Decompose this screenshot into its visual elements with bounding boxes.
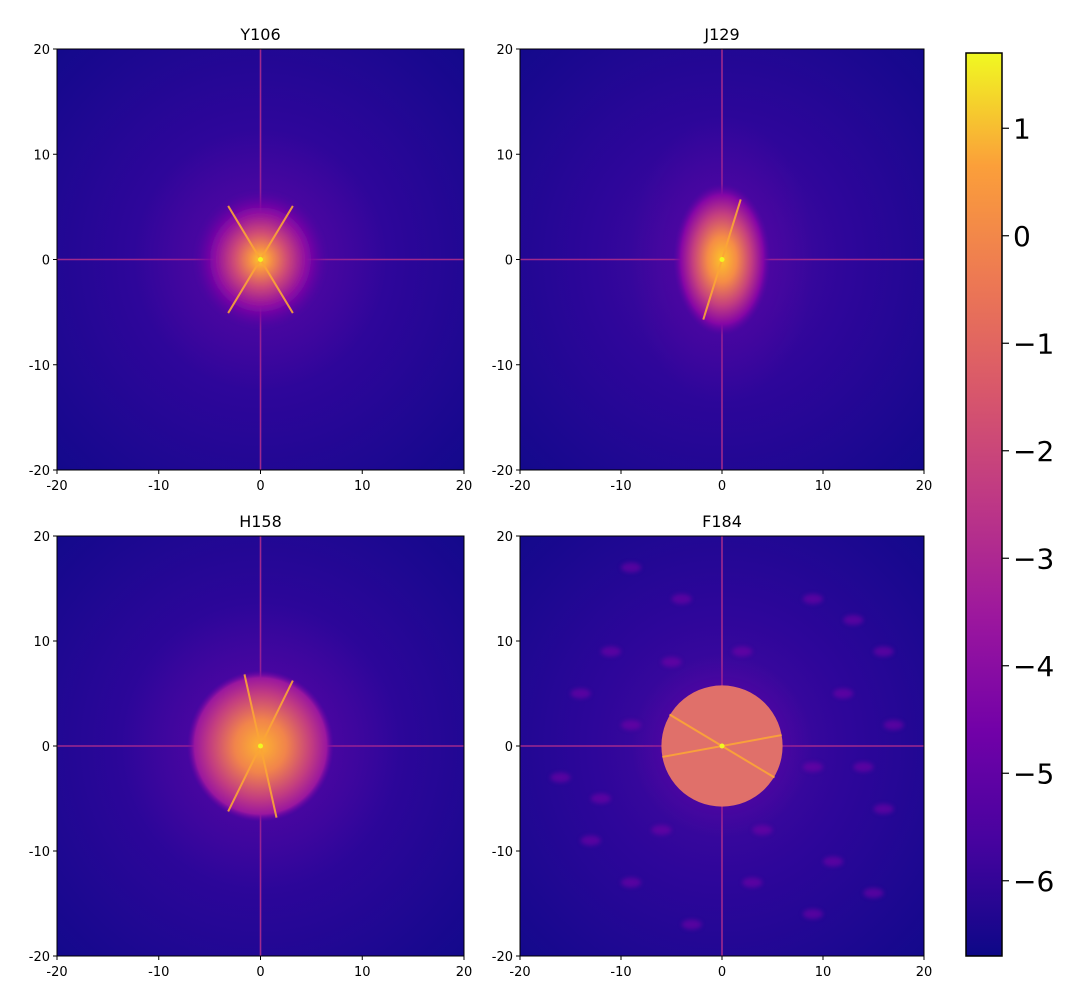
- colorbar-tick-label: 1: [1013, 112, 1031, 145]
- y-tick-label: 20: [33, 530, 50, 545]
- colorbar-tick-label: −1: [1013, 327, 1054, 360]
- y-tick-label: 0: [505, 740, 513, 755]
- x-tick-label: -20: [509, 965, 530, 980]
- y-tick-label: -10: [492, 845, 513, 860]
- colorbar-tick-label: −6: [1013, 865, 1054, 898]
- heatmap-image: [520, 536, 924, 956]
- sidelobe-spot: [863, 888, 884, 898]
- colorbar-gradient: [965, 52, 1003, 957]
- x-tick-label: 20: [456, 965, 473, 980]
- x-tick-label: -20: [509, 479, 530, 494]
- panel-y106: Y106 -20 -10 0 10 20 20 10 0 -10 -20: [29, 25, 473, 494]
- sidelobe-spot: [661, 657, 682, 667]
- sidelobe-spot: [671, 594, 692, 604]
- heatmap-image: [520, 49, 924, 470]
- sidelobe-spot: [843, 615, 864, 625]
- colorbar-tick-label: 0: [1013, 220, 1031, 253]
- x-tick-label: -10: [610, 965, 631, 980]
- y-tick-label: -20: [492, 950, 513, 965]
- sidelobe-spot: [873, 804, 894, 814]
- sidelobe-spot: [853, 762, 874, 772]
- x-tick-label: 10: [815, 479, 832, 494]
- y-tick-label: 20: [496, 530, 513, 545]
- sidelobe-spot: [732, 646, 753, 657]
- sidelobe-spot: [621, 562, 642, 573]
- x-tick-label: 0: [256, 965, 264, 980]
- y-tick-label: -10: [29, 359, 50, 374]
- sidelobe-spot: [823, 856, 844, 867]
- sidelobe-spot: [550, 772, 571, 783]
- y-tick-label: -20: [29, 464, 50, 479]
- x-tick-label: 10: [354, 965, 371, 980]
- y-tick-label: -10: [29, 845, 50, 860]
- x-tick-label: 20: [916, 965, 933, 980]
- y-tick-label: 10: [496, 148, 513, 163]
- sidelobe-spot: [570, 688, 591, 699]
- sidelobe-spot: [802, 594, 823, 604]
- panel-title: H158: [239, 512, 282, 531]
- y-tick-label: 10: [33, 148, 50, 163]
- peak-pixel: [258, 257, 263, 262]
- peak-pixel: [258, 743, 263, 749]
- heatmap-image: [57, 49, 464, 470]
- y-tick-label: -20: [492, 464, 513, 479]
- x-tick-label: 20: [456, 479, 473, 494]
- x-tick-label: -10: [610, 479, 631, 494]
- sidelobe-spot: [833, 688, 854, 699]
- y-tick-label: 10: [496, 635, 513, 650]
- sidelobe-spot: [883, 720, 904, 730]
- x-tick-label: -20: [46, 965, 67, 980]
- panel-j129: J129 -20 -10 0 10 20 20 10 0 -10 -20: [492, 25, 933, 494]
- x-tick-label: -20: [46, 479, 67, 494]
- colorbar-tick-label: −5: [1013, 757, 1054, 790]
- colorbar: 1 0 −1 −2 −3 −4 −5 −6: [965, 52, 1054, 957]
- sidelobe-spot: [681, 919, 702, 930]
- y-tick-label: 20: [33, 43, 50, 58]
- colorbar-tick-label: −2: [1013, 435, 1054, 468]
- panel-title: F184: [702, 512, 742, 531]
- panel-title: Y106: [239, 25, 280, 44]
- x-tick-label: 0: [718, 965, 726, 980]
- peak-pixel: [719, 257, 725, 262]
- y-tick-label: 0: [42, 254, 50, 269]
- y-tick-label: 0: [42, 740, 50, 755]
- colorbar-tick-label: −4: [1013, 650, 1054, 683]
- sidelobe-spot: [802, 909, 823, 919]
- sidelobe-spot: [651, 825, 672, 835]
- y-tick-label: 20: [496, 43, 513, 58]
- y-tick-label: 10: [33, 635, 50, 650]
- y-tick-label: -10: [492, 359, 513, 374]
- sidelobe-spot: [621, 877, 642, 888]
- panel-h158: H158 -20 -10 0 10 20 20 10 0 -10 -20: [29, 512, 473, 980]
- x-tick-label: 20: [916, 479, 933, 494]
- x-tick-label: 0: [718, 479, 726, 494]
- colorbar-tick-label: −3: [1013, 542, 1054, 575]
- x-tick-label: 0: [256, 479, 264, 494]
- x-tick-label: 10: [815, 965, 832, 980]
- panel-f184: F184 -20 -10 0 10 20 20 10 0 -10 -20: [492, 512, 933, 980]
- sidelobe-spot: [742, 877, 763, 888]
- heatmap-image: [57, 536, 464, 956]
- sidelobe-spot: [580, 835, 601, 846]
- sidelobe-spot: [873, 646, 894, 657]
- x-tick-label: -10: [148, 479, 169, 494]
- sidelobe-spot: [600, 646, 621, 657]
- x-tick-label: -10: [148, 965, 169, 980]
- y-tick-label: 0: [505, 254, 513, 269]
- y-tick-label: -20: [29, 950, 50, 965]
- x-tick-label: 10: [354, 479, 371, 494]
- panel-title: J129: [703, 25, 739, 44]
- sidelobe-spot: [590, 793, 611, 804]
- peak-pixel: [719, 743, 725, 749]
